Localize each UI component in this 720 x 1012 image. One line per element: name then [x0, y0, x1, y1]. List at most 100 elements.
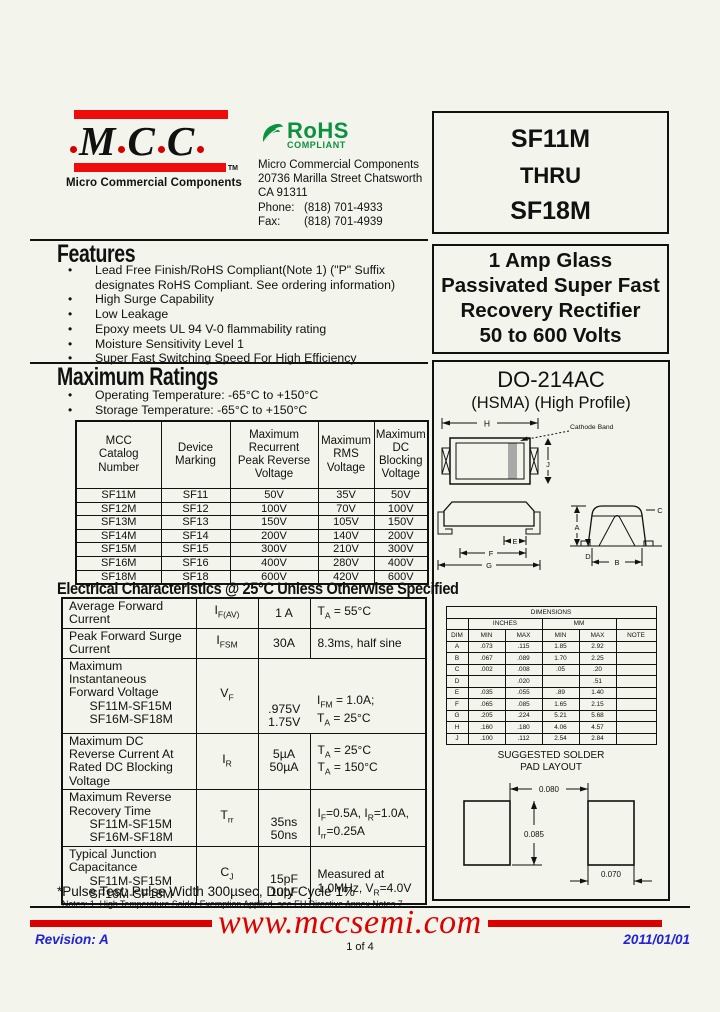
- rohs-subtitle: COMPLIANT: [287, 140, 346, 150]
- table-cell: .067: [467, 652, 506, 665]
- website-url[interactable]: www.mccsemi.com: [218, 904, 482, 941]
- param-cell: Typical Junction Capacitance SF11M-SF15M…: [61, 845, 197, 905]
- table-cell: 600V: [229, 569, 319, 585]
- min-col-header: MIN: [541, 629, 580, 642]
- trademark-symbol: TM: [227, 165, 238, 172]
- left-pad: [463, 800, 511, 866]
- note-col-header: NOTE: [615, 629, 657, 642]
- table-row: C .002.008.05.20: [445, 663, 657, 676]
- fax-number: (818) 701-4939: [304, 215, 383, 228]
- elec-row-junction-capacitance: Typical Junction Capacitance SF11M-SF15M…: [61, 845, 427, 905]
- table-cell: 50V: [229, 488, 319, 503]
- logo-bottom-bar: [74, 163, 226, 172]
- table-cell: [615, 721, 657, 734]
- conditions-cell: 8.3ms, half sine: [309, 627, 427, 659]
- pulse-test-footnote: *Pulse Test: Pulse Width 300µsec, Duty C…: [57, 884, 355, 899]
- table-cell: [615, 640, 657, 653]
- rohs-text: RoHS COMPLIANT: [287, 120, 349, 151]
- table-cell: 300V: [229, 542, 319, 557]
- value-cell: .975V 1.75V: [257, 657, 310, 734]
- logo-top-bar: [74, 110, 228, 119]
- solder-pad-layout-drawing: 0.080 0.085 0.070: [463, 783, 652, 885]
- table-cell: C: [445, 663, 469, 676]
- table-cell: 4.57: [578, 721, 617, 734]
- table-cell: .089: [504, 652, 543, 665]
- cathode-band: [508, 443, 517, 479]
- right-pad: [587, 800, 635, 866]
- rating-bullet: Storage Temperature: -65°C to +150°C: [62, 403, 430, 418]
- table-cell: .224: [504, 709, 543, 722]
- dim-label-g: G: [486, 561, 492, 570]
- fax-label: Fax:: [258, 215, 281, 228]
- address-company: Micro Commercial Components: [258, 159, 420, 171]
- table-cell: 50V: [373, 488, 429, 503]
- symbol-cell: IFSM: [195, 627, 259, 659]
- feature-item: High Surge Capability: [62, 292, 430, 307]
- table-cell: 100V: [373, 501, 429, 517]
- table-cell: 2.25: [578, 652, 617, 665]
- table-cell: 280V: [317, 555, 375, 571]
- table-cell: .205: [467, 709, 506, 722]
- features-rule: [30, 239, 428, 241]
- table-cell: 2.15: [578, 698, 617, 711]
- symbol-cell: Trr: [195, 789, 259, 847]
- table-row: SF13M SF13 150V 105V 150V: [75, 515, 429, 530]
- logo-wordmark: M C C: [66, 119, 238, 163]
- table-cell: B: [445, 652, 469, 665]
- table-cell: .065: [467, 698, 506, 711]
- footer-red-bar-right: [487, 919, 662, 927]
- revision-label: Revision: A: [35, 932, 109, 947]
- dims-group-row: INCHES MM: [445, 617, 657, 630]
- logo-tagline: Micro Commercial Components: [66, 177, 242, 189]
- table-cell: [615, 652, 657, 665]
- symbol-cell: VF: [195, 657, 259, 734]
- table-cell: SF13: [160, 515, 231, 530]
- solder-pad-layout-title: SUGGESTED SOLDER PAD LAYOUT: [497, 750, 605, 773]
- max-col-header: MAX: [578, 629, 617, 642]
- logo-letter: C: [127, 117, 156, 164]
- address-fax: Fax: (818) 701-4939: [258, 215, 422, 229]
- table-cell: SF15M: [75, 542, 162, 557]
- conditions-cell: TA = 25°C TA = 150°C: [309, 732, 427, 791]
- param-cell: Maximum Instantaneous Forward Voltage SF…: [61, 657, 197, 734]
- max-col-header: MAX: [504, 629, 543, 642]
- table-cell: Device Marking: [160, 420, 231, 489]
- logo-letter: C: [166, 117, 196, 164]
- table-cell: .115: [504, 640, 543, 653]
- feature-item: Lead Free Finish/RoHS Compliant(Note 1) …: [62, 263, 430, 292]
- table-cell: J: [445, 732, 469, 745]
- table-cell: .180: [504, 721, 543, 734]
- table-cell: [467, 675, 506, 688]
- table-cell: [615, 663, 657, 676]
- table-cell: 150V: [229, 515, 319, 530]
- table-cell: H: [445, 721, 469, 734]
- part-number-box: SF11M THRU SF18M: [432, 111, 669, 234]
- table-cell: 1.65: [541, 698, 580, 711]
- dim-label-b: B: [614, 558, 619, 567]
- table-cell: SF13M: [75, 515, 162, 530]
- table-cell: [615, 732, 657, 745]
- electrical-characteristics-table: Average Forward Current IF(AV) 1 A TA = …: [61, 597, 427, 905]
- table-cell: E: [445, 686, 469, 699]
- symbol-cell: CJ: [195, 845, 259, 905]
- dim-label-a: A: [574, 523, 579, 532]
- footer-website-row: www.mccsemi.com: [30, 905, 662, 941]
- package-title: DO-214AC: [497, 367, 605, 392]
- table-cell: .160: [467, 721, 506, 734]
- ratings-table-body: SF11M SF11 50V 35V 50V SF12M SF12 100V 70V 100V SF…: [75, 488, 429, 585]
- value-cell: 30A: [257, 627, 311, 659]
- elec-row-surge-current: Peak Forward Surge Current IFSM 30A 8.3m…: [61, 627, 427, 659]
- package-top-view: H Cathode Band J: [441, 418, 614, 485]
- address-phone: Phone: (818) 701-4933: [258, 201, 422, 215]
- table-cell: SF11M: [75, 488, 162, 503]
- conditions-cell: Measured at 1.0MHz, VR=4.0V: [309, 845, 427, 905]
- table-cell: F: [445, 698, 469, 711]
- table-cell: 2.84: [578, 732, 617, 745]
- table-row: SF16M SF16 400V 280V 400V: [75, 555, 429, 571]
- table-cell: [615, 709, 657, 722]
- table-cell: 1.85: [541, 640, 580, 653]
- pad-height-dimension: 0.085: [524, 830, 545, 839]
- max-ratings-rule: [30, 362, 428, 364]
- table-cell: G: [445, 709, 469, 722]
